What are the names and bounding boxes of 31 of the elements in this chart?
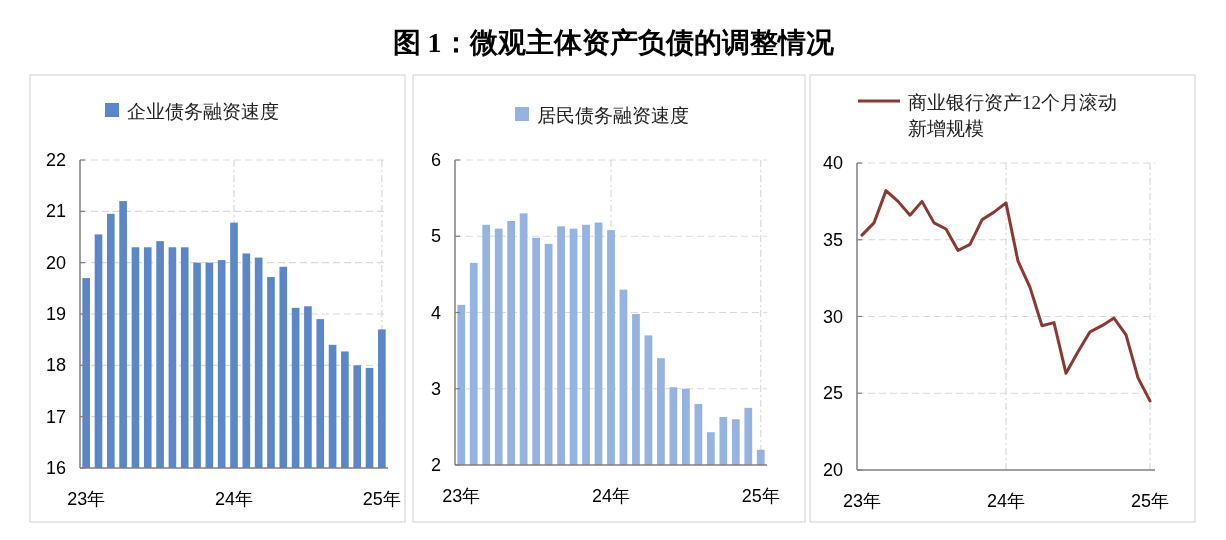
x-tick-label: 24年	[214, 489, 254, 509]
y-tick-label: 18	[45, 355, 66, 376]
chart-title: 图 1：微观主体资产负债的调整情况	[392, 27, 835, 58]
y-tick-label: 4	[430, 302, 441, 323]
y-tick-label: 16	[45, 458, 66, 478]
y-tick-label: 22	[45, 150, 66, 170]
y-tick-label: 40	[822, 153, 843, 173]
x-tick-label: 23年	[842, 491, 882, 511]
y-tick-label: 30	[822, 306, 843, 327]
y-tick-label: 6	[430, 150, 441, 170]
y-tick-label: 21	[45, 201, 66, 222]
y-tick-label: 20	[822, 460, 843, 480]
y-tick-label: 35	[822, 229, 843, 250]
y-tick-label: 19	[45, 304, 66, 324]
legend-label: 企业债务融资速度	[127, 101, 279, 122]
x-tick-label: 24年	[591, 486, 631, 506]
x-tick-label: 24年	[986, 491, 1026, 511]
x-tick-label: 23年	[67, 489, 106, 509]
y-tick-label: 17	[45, 406, 66, 427]
y-tick-label: 3	[430, 378, 441, 399]
line-series	[860, 189, 1152, 403]
legend-label: 居民债务融资速度	[537, 105, 689, 126]
y-tick-label: 25	[822, 383, 843, 404]
x-tick-label: 25年	[741, 486, 780, 506]
x-tick-label: 23年	[442, 486, 481, 506]
y-tick-label: 2	[430, 455, 441, 475]
y-tick-label: 5	[430, 226, 441, 247]
y-tick-label: 20	[45, 252, 66, 273]
legend-label: 商业银行资产12个月滚动新增规模	[908, 92, 1117, 139]
x-tick-label: 25年	[1130, 491, 1170, 511]
x-tick-label: 25年	[362, 489, 401, 509]
